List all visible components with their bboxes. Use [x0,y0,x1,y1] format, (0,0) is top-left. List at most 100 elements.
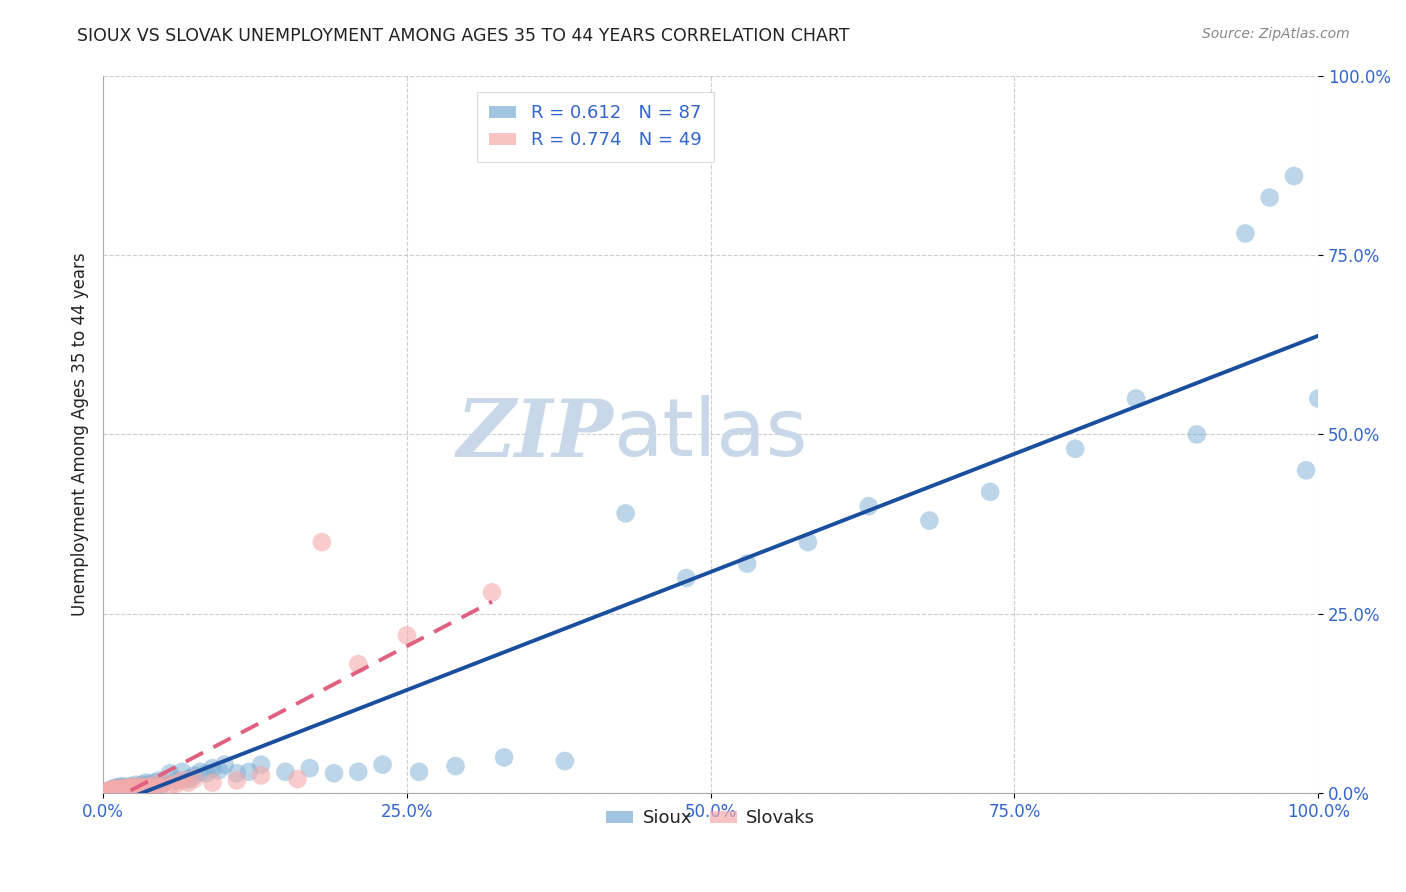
Point [94,786,117,800]
Point [117,780,139,795]
Point [238,764,260,779]
Point [98,783,121,797]
Point [1258,190,1281,204]
Point [250,768,273,782]
Point [125,778,148,792]
Y-axis label: Unemployment Among Ages 35 to 44 years: Unemployment Among Ages 35 to 44 years [72,252,89,616]
Legend: Sioux, Slovaks: Sioux, Slovaks [599,802,823,835]
Point [120,779,142,793]
Point [797,535,820,549]
Point [117,782,139,797]
Point [159,766,181,780]
Point [122,782,145,797]
Point [134,780,156,794]
Point [159,779,181,793]
Point [127,779,149,793]
Point [201,761,224,775]
Point [135,779,157,793]
Point [347,657,370,672]
Point [141,780,163,795]
Point [675,571,697,585]
Point [117,781,139,796]
Point [115,782,138,797]
Point [111,782,134,797]
Point [172,773,194,788]
Point [207,764,229,778]
Point [250,757,273,772]
Point [103,781,125,796]
Point [125,780,148,795]
Point [120,780,142,794]
Point [117,780,139,794]
Point [408,764,430,779]
Point [104,782,127,797]
Point [100,782,122,797]
Point [153,775,176,789]
Point [150,778,173,792]
Point [108,783,131,797]
Point [188,764,211,779]
Point [347,764,370,779]
Point [110,781,132,796]
Point [494,750,516,764]
Point [105,782,128,797]
Point [225,773,247,788]
Point [115,782,138,797]
Point [201,775,224,789]
Point [105,783,128,797]
Point [141,782,163,797]
Point [100,784,122,798]
Point [918,514,941,528]
Point [107,781,129,796]
Point [131,778,153,792]
Point [183,768,205,782]
Point [103,783,125,797]
Point [107,781,129,796]
Point [98,784,121,798]
Point [96,785,118,799]
Point [1308,392,1330,406]
Point [177,772,200,786]
Point [138,779,160,793]
Point [108,783,131,797]
Point [1295,463,1317,477]
Point [127,780,149,795]
Point [105,780,128,795]
Point [100,785,122,799]
Point [444,759,467,773]
Point [145,779,167,793]
Point [110,784,132,798]
Text: atlas: atlas [613,395,808,474]
Point [98,784,121,798]
Point [101,784,124,798]
Point [103,783,125,797]
Point [104,784,127,798]
Point [143,775,166,789]
Point [94,786,117,800]
Point [135,775,157,789]
Point [614,507,637,521]
Point [138,777,160,791]
Point [100,785,122,799]
Point [108,782,131,797]
Point [110,784,132,798]
Text: SIOUX VS SLOVAK UNEMPLOYMENT AMONG AGES 35 TO 44 YEARS CORRELATION CHART: SIOUX VS SLOVAK UNEMPLOYMENT AMONG AGES … [77,27,849,45]
Point [1185,427,1208,442]
Point [100,784,122,798]
Point [225,766,247,780]
Point [112,782,135,797]
Point [165,777,187,791]
Point [195,766,218,780]
Point [118,782,141,797]
Point [97,785,120,799]
Point [1282,169,1305,183]
Point [274,764,297,779]
Point [311,535,333,549]
Point [108,780,131,794]
Text: ZIP: ZIP [457,396,613,473]
Point [148,773,170,788]
Point [129,781,152,796]
Point [111,782,134,797]
Text: Source: ZipAtlas.com: Source: ZipAtlas.com [1202,27,1350,41]
Point [735,557,758,571]
